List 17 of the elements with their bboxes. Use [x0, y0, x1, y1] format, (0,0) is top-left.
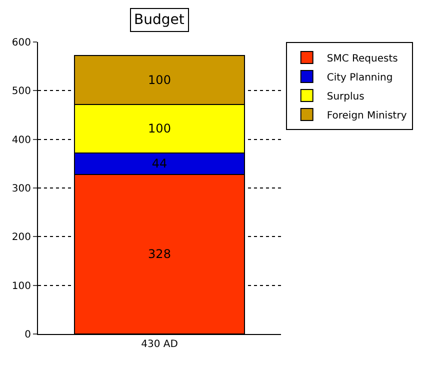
legend-label: Foreign Ministry	[326, 110, 407, 122]
y-tick-label: 0	[24, 330, 31, 340]
legend-label: SMC Requests	[326, 53, 398, 64]
data-label: 100	[148, 122, 171, 136]
y-tick-label: 400	[12, 134, 31, 146]
data-label: 328	[148, 247, 171, 262]
chart-title: Budget	[134, 12, 185, 28]
y-tick-label: 100	[12, 280, 31, 292]
data-label: 44	[152, 156, 168, 171]
y-tick-label: 500	[12, 86, 31, 98]
y-tick-label: 200	[12, 232, 31, 244]
legend-label: Surplus	[326, 91, 364, 102]
data-label: 100	[148, 72, 171, 87]
y-tick-label: 600	[12, 38, 31, 48]
y-tick-label: 300	[12, 184, 31, 194]
x-tick-label: 430 AD	[141, 339, 178, 350]
legend-label: City Planning	[326, 72, 393, 84]
